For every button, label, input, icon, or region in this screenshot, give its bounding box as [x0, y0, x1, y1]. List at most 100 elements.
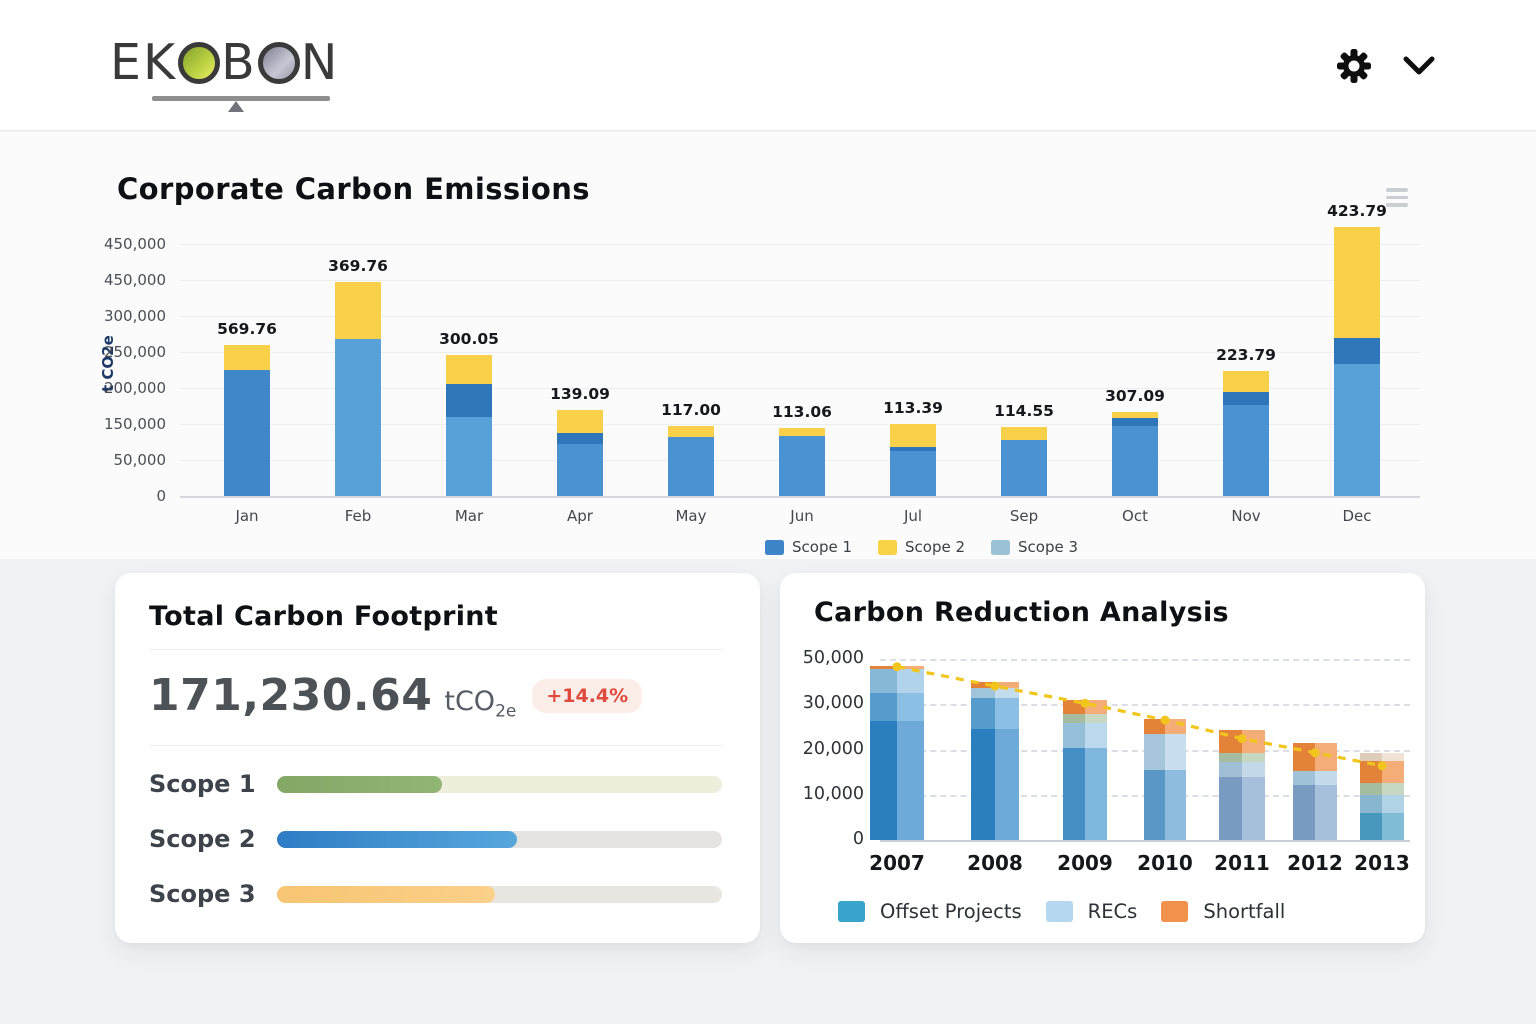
gridline [880, 704, 1410, 707]
emissions-bar-jan[interactable] [224, 344, 270, 496]
emissions-bar-sep[interactable] [1001, 427, 1047, 496]
legend-item-scope-1[interactable]: Scope 1 [765, 538, 852, 556]
bar-value-label: 307.09 [1105, 386, 1165, 405]
logo-o-green-circle [178, 42, 221, 84]
bar-column-apr: 139.09 [550, 244, 610, 496]
logo-balance-bar [152, 96, 330, 101]
emissions-bar-oct[interactable] [1112, 411, 1158, 496]
bar-segment [335, 339, 381, 496]
reduction-legend: Offset Projects RECs Shortfall [838, 900, 1285, 923]
bar-segment [890, 447, 936, 452]
legend-label: Scope 1 [792, 538, 853, 556]
y-tick-label: 0 [156, 487, 166, 505]
bar-column-may: 117.00 [661, 244, 721, 496]
scope-label: Scope 3 [149, 880, 256, 909]
legend-swatch [838, 901, 865, 922]
x-axis-label: Oct [1122, 507, 1148, 525]
legend-item-offset-projects[interactable]: Offset Projects [838, 900, 1022, 923]
legend-item-scope-3[interactable]: Scope 3 [991, 538, 1078, 556]
reduction-bar-2007[interactable] [870, 666, 924, 840]
scope-progressbar-track [277, 775, 722, 793]
footprint-value-row: 171,230.64 tCO2e +14.4% [149, 670, 722, 721]
y-tick-label: 0 [852, 829, 864, 849]
x-axis-label: 2011 [1214, 851, 1270, 875]
bar-segment [224, 344, 270, 370]
bar-value-label: 139.09 [550, 384, 610, 403]
emissions-bar-mar[interactable] [446, 354, 492, 496]
legend-item-shortfall[interactable]: Shortfall [1161, 900, 1285, 923]
emissions-bar-nov[interactable] [1223, 370, 1269, 496]
reduction-bar-2008[interactable] [971, 682, 1019, 840]
bar-segment [1223, 404, 1269, 496]
scope-progressbar-track [277, 830, 722, 848]
emissions-bar-may[interactable] [668, 425, 714, 496]
scope-row-scope-1: Scope 1 [149, 770, 722, 798]
legend-item-scope-2[interactable]: Scope 2 [878, 538, 965, 556]
emissions-legend: Scope 1 Scope 2 Scope 3 [765, 538, 1078, 556]
logo-o-gray-circle [257, 42, 300, 84]
scope-progressbar-fill [277, 830, 518, 848]
chevron-down-icon[interactable] [1402, 55, 1436, 77]
x-axis-label: Nov [1231, 507, 1261, 525]
bar-segment [1112, 411, 1158, 418]
emissions-x-axis: Jan Feb Mar Apr May Jun Jul Sep Oct Nov Dec [180, 507, 1420, 525]
gridline [180, 280, 1420, 281]
bar-segment [890, 451, 936, 496]
bar-value-label: 117.00 [661, 400, 721, 419]
bar-column-jul: 113.39 [883, 244, 943, 496]
reduction-plot-area: 50,000 30,000 20,000 10,000 0 2007 2008 2009 20… [803, 648, 1410, 875]
bar-segment [557, 409, 603, 434]
bar-segment [335, 282, 381, 340]
bar-column-jun: 113.06 [772, 244, 832, 496]
legend-label: Offset Projects [880, 900, 1022, 923]
gridline [880, 659, 1410, 661]
emissions-bar-dec[interactable] [1334, 226, 1380, 496]
reduction-bar-2009[interactable] [1063, 700, 1107, 840]
bar-segment [446, 384, 492, 417]
gridline [180, 244, 1420, 245]
bar-column-jan: 569.76 [217, 244, 277, 496]
divider [149, 649, 722, 650]
legend-swatch [1161, 901, 1189, 922]
bar-value-label: 223.79 [1216, 345, 1276, 364]
legend-swatch [1045, 901, 1073, 922]
y-tick-label: 450,000 [103, 235, 166, 253]
bar-segment [1001, 427, 1047, 441]
legend-label: RECs [1087, 900, 1138, 923]
legend-label: Scope 3 [1018, 538, 1079, 556]
emissions-bar-jun[interactable] [779, 427, 825, 496]
legend-swatch [878, 539, 898, 555]
trend-marker [1310, 748, 1320, 758]
legend-item-recs[interactable]: RECs [1045, 900, 1138, 923]
settings-gear-icon[interactable] [1334, 46, 1374, 86]
gridline [180, 316, 1420, 317]
ekobon-logo[interactable]: EK B N [110, 38, 339, 112]
reduction-title: Carbon Reduction Analysis [814, 597, 1229, 628]
scope-progressbar-fill [277, 885, 496, 903]
divider [149, 745, 722, 747]
legend-label: Scope 2 [905, 538, 966, 556]
emissions-bar-jul[interactable] [890, 423, 936, 496]
bar-column-nov: 223.79 [1216, 244, 1276, 496]
bar-segment [1112, 425, 1158, 496]
y-tick-label: 150,000 [103, 415, 166, 433]
chart-menu-icon[interactable] [1382, 184, 1412, 211]
bar-value-label: 114.55 [994, 402, 1054, 421]
bar-value-label: 423.79 [1327, 201, 1387, 220]
bar-segment [1334, 364, 1380, 496]
scope-label: Scope 2 [149, 825, 256, 854]
header-actions [1334, 46, 1436, 86]
trend-marker [1080, 698, 1090, 708]
emissions-bar-apr[interactable] [557, 409, 603, 496]
bar-segment [1334, 337, 1380, 364]
reduction-trend-line [892, 662, 1387, 771]
reduction-bar-2010[interactable] [1144, 718, 1186, 841]
y-tick-label: 50,000 [802, 648, 864, 668]
bar-column-feb: 369.76 [328, 244, 388, 496]
bar-segment [557, 444, 603, 496]
y-tick-label: 10,000 [802, 783, 864, 804]
emissions-bar-feb[interactable] [335, 282, 381, 496]
trend-marker [1160, 715, 1170, 725]
x-axis-label: Sep [1009, 507, 1039, 525]
footprint-change-badge: +14.4% [532, 678, 643, 713]
